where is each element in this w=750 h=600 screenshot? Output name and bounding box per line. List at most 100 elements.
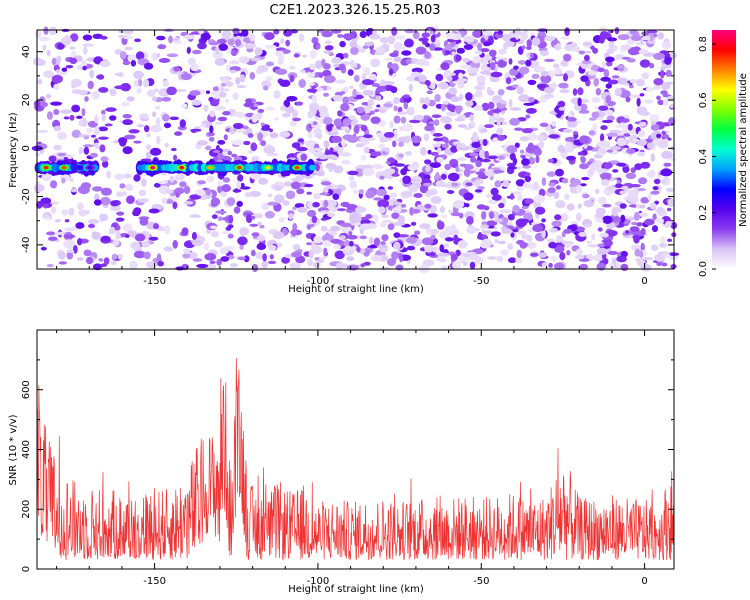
heatmap-cell: [277, 57, 284, 65]
heatmap-cell: [507, 166, 517, 170]
heatmap-cell: [519, 66, 530, 75]
heatmap-cell: [250, 57, 261, 62]
heatmap-cell: [466, 216, 474, 225]
heatmap-cell: [456, 143, 461, 152]
heatmap-cell: [262, 253, 267, 262]
heatmap-cell: [533, 181, 539, 190]
heatmap-cell: [297, 206, 308, 213]
heatmap-cell: [404, 135, 411, 144]
heatmap-cell: [633, 234, 640, 244]
heatmap-cell: [143, 79, 150, 88]
heatmap-cell: [447, 104, 456, 112]
heatmap-cell: [558, 106, 566, 111]
heatmap-cell: [435, 171, 440, 181]
heatmap-cell: [96, 74, 104, 80]
heatmap-cell: [393, 163, 406, 167]
heatmap-cell: [71, 129, 82, 138]
heatmap-cell: [661, 150, 673, 160]
heatmap-cell: [496, 255, 504, 263]
heatmap-cell: [251, 263, 259, 273]
heatmap-cell: [490, 231, 501, 237]
heatmap-cell: [122, 173, 132, 179]
heatmap-cell: [606, 132, 619, 137]
heatmap-cell: [562, 128, 573, 133]
heatmap-cell: [605, 83, 612, 89]
heatmap-cell: [415, 58, 428, 66]
heatmap-cell: [463, 44, 474, 50]
snr-series-trace: [37, 358, 674, 561]
heatmap-cell: [603, 239, 613, 247]
heatmap-cell: [229, 69, 237, 74]
heatmap-cell: [214, 106, 227, 111]
heatmap-cell: [187, 57, 196, 66]
heatmap-cell: [237, 174, 244, 182]
heatmap-cell: [380, 241, 386, 246]
heatmap-cell: [36, 130, 49, 133]
y-tick-label: 200: [21, 500, 32, 519]
heatmap-cell: [181, 103, 188, 109]
heatmap-cell: [359, 223, 372, 230]
heatmap-cell: [439, 230, 451, 240]
heatmap-cell: [508, 68, 519, 76]
heatmap-cell: [597, 227, 603, 232]
heatmap-cell: [100, 235, 111, 242]
heatmap-cell: [580, 183, 587, 187]
heatmap-cell: [211, 214, 218, 219]
heatmap-cell: [615, 183, 624, 189]
heatmap-cell: [445, 32, 456, 40]
heatmap-cell: [258, 177, 269, 185]
heatmap-cell: [402, 94, 410, 99]
heatmap-cell: [208, 96, 214, 102]
heatmap-cell: [398, 141, 404, 147]
heatmap-cell: [213, 91, 220, 97]
heatmap-cell: [197, 42, 207, 50]
heatmap-cell: [283, 181, 292, 187]
heatmap-cell: [133, 250, 146, 259]
heatmap-cell: [502, 57, 508, 62]
heatmap-cell: [349, 180, 358, 189]
heatmap-cell: [485, 193, 493, 198]
heatmap-cell: [376, 189, 387, 197]
heatmap-cell: [584, 54, 590, 62]
heatmap-cell: [490, 187, 499, 196]
heatmap-cell: [207, 132, 215, 137]
heatmap-cell: [627, 195, 639, 204]
heatmap-cell: [432, 133, 443, 137]
signal-band-cell: [61, 165, 67, 170]
heatmap-cell: [455, 166, 460, 173]
heatmap-cell: [316, 43, 321, 50]
heatmap-cell: [508, 98, 513, 108]
heatmap-cell: [486, 256, 498, 260]
heatmap-cell: [349, 240, 354, 247]
heatmap-cell: [631, 221, 638, 226]
heatmap-cell: [205, 90, 211, 94]
heatmap-cell: [190, 239, 202, 244]
heatmap-cell: [58, 251, 66, 260]
heatmap-cell: [243, 102, 255, 108]
heatmap-cell: [388, 68, 394, 76]
heatmap-cell: [566, 249, 571, 256]
heatmap-cell: [261, 202, 270, 210]
heatmap-cell: [172, 239, 178, 249]
heatmap-cell: [593, 160, 603, 168]
heatmap-cell: [242, 125, 249, 130]
heatmap-cell: [191, 99, 202, 106]
heatmap-cell: [434, 94, 441, 102]
heatmap-cell: [616, 255, 627, 263]
heatmap-cell: [339, 222, 352, 228]
x-tick-label: -50: [473, 276, 489, 287]
heatmap-cell: [323, 247, 328, 256]
heatmap-cell: [544, 86, 555, 94]
heatmap-cell: [442, 100, 450, 105]
heatmap-cell: [126, 119, 133, 125]
heatmap-cell: [453, 199, 465, 209]
heatmap-cell: [512, 157, 518, 165]
snr-x-ticks: -150 -100 -50 0: [56, 330, 648, 587]
heatmap-cell: [355, 168, 364, 177]
heatmap-cell: [298, 79, 307, 88]
heatmap-cell: [601, 149, 607, 155]
heatmap-cell: [457, 124, 467, 128]
heatmap-cell: [46, 93, 51, 99]
x-tick-label: 0: [641, 576, 647, 587]
